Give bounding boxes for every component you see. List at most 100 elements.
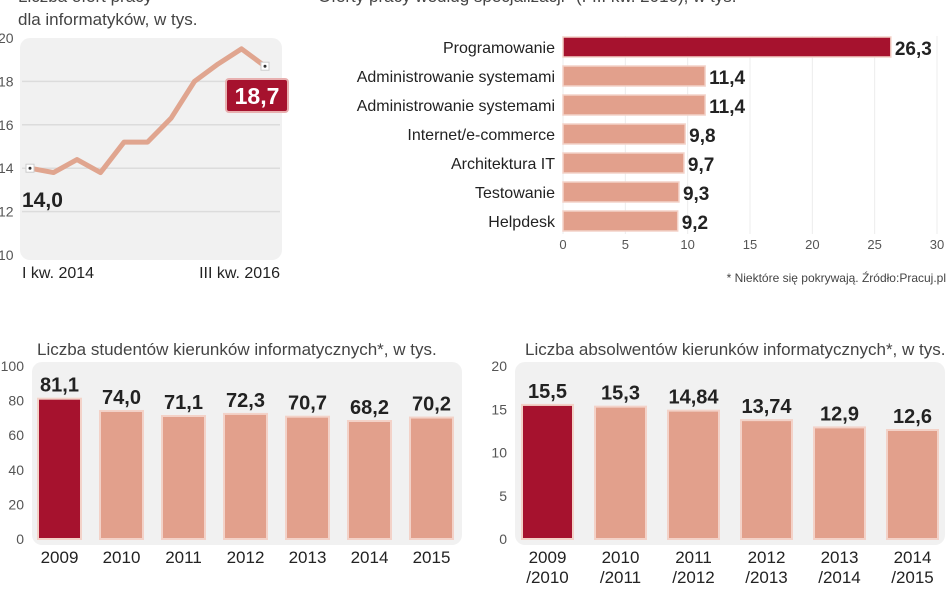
- value-label: 71,1: [164, 392, 203, 414]
- bar: [594, 405, 647, 540]
- value-label: 9,3: [683, 184, 709, 205]
- value-label: 68,2: [350, 397, 389, 419]
- bar: [562, 94, 706, 116]
- value-label: 11,4: [709, 97, 745, 118]
- bar: [562, 152, 685, 174]
- category-label: 2015: [413, 548, 451, 567]
- y-tick-label: 20: [8, 496, 24, 512]
- category-label: 2011: [165, 548, 202, 567]
- bar-panel: [515, 362, 945, 545]
- value-label: 12,9: [820, 403, 859, 425]
- x-tick-label: 15: [743, 237, 757, 252]
- line-series: [29, 46, 267, 176]
- bar-chart-title: Liczba studentów kierunków informatyczny…: [37, 340, 437, 359]
- y-tick-label: 15: [491, 401, 507, 417]
- y-tick-label: 14: [0, 160, 14, 176]
- x-tick-label: I kw. 2014: [22, 265, 94, 282]
- source-note: * Niektóre się pokrywają. Źródło:Pracuj.…: [727, 270, 946, 285]
- category-label: /2011: [600, 568, 641, 587]
- y-tick-label: 100: [1, 358, 25, 374]
- y-tick-label: 80: [8, 393, 24, 409]
- bar: [37, 397, 82, 540]
- y-tick-label: 0: [499, 531, 507, 547]
- line-panel: [20, 38, 282, 260]
- x-tick-label: 20: [805, 237, 819, 252]
- category-label: 2014: [894, 548, 932, 567]
- category-label: Testowanie: [475, 185, 555, 202]
- value-label: 70,7: [288, 393, 327, 415]
- y-tick-label: 40: [8, 462, 24, 478]
- y-tick-label: 60: [8, 427, 24, 443]
- category-label: 2009: [41, 548, 79, 567]
- category-label: 2011: [675, 548, 712, 567]
- bar: [562, 36, 892, 58]
- category-label: /2010: [526, 568, 569, 587]
- bar: [409, 416, 454, 540]
- category-label: Internet/e-commerce: [407, 127, 555, 144]
- bar: [562, 65, 706, 87]
- bar: [285, 415, 330, 540]
- bar: [667, 409, 720, 540]
- value-label: 9,2: [682, 213, 708, 234]
- bar: [161, 414, 206, 541]
- x-tick-label: 5: [622, 237, 629, 252]
- x-tick-label: 0: [559, 237, 566, 252]
- value-label: 26,3: [895, 39, 932, 60]
- value-label: 72,3: [226, 390, 265, 412]
- value-label: 9,8: [689, 126, 715, 147]
- y-tick-label: 16: [0, 117, 14, 133]
- x-tick-label: 10: [680, 237, 694, 252]
- category-label: 2014: [351, 548, 389, 567]
- category-label: Helpdesk: [488, 214, 556, 231]
- category-label: 2010: [103, 548, 141, 567]
- category-label: Programowanie: [443, 40, 555, 57]
- value-label: 81,1: [40, 375, 79, 397]
- bar: [562, 181, 680, 203]
- bar-chart-title: Liczba absolwentów kierunków informatycz…: [525, 340, 945, 359]
- y-tick-label: 20: [0, 30, 14, 46]
- bar: [813, 426, 866, 541]
- category-label: Administrowanie systemami: [357, 98, 555, 115]
- x-tick-label: III kw. 2016: [199, 265, 280, 282]
- value-label: 74,0: [102, 387, 141, 409]
- hbar-title: Oferty pracy według specjalizacji* (I-II…: [318, 0, 737, 6]
- category-label: 2013: [821, 548, 859, 567]
- value-label: 13,74: [741, 396, 792, 418]
- value-label: 14,84: [668, 387, 719, 409]
- category-label: /2014: [818, 568, 861, 587]
- y-tick-label: 10: [491, 445, 507, 461]
- value-label: 11,4: [709, 68, 745, 89]
- category-label: 2012: [227, 548, 265, 567]
- category-label: Administrowanie systemami: [357, 69, 555, 86]
- data-point: [28, 166, 32, 170]
- category-label: 2010: [602, 548, 640, 567]
- y-tick-label: 18: [0, 73, 14, 89]
- y-tick-label: 12: [0, 204, 14, 220]
- y-tick-label: 0: [16, 531, 24, 547]
- bar: [99, 409, 144, 541]
- value-label: 12,6: [893, 406, 932, 428]
- line-title-2: dla informatyków, w tys.: [18, 10, 198, 29]
- bar: [562, 210, 679, 232]
- bar: [562, 123, 686, 145]
- value-label: 9,7: [688, 155, 714, 176]
- data-point: [263, 64, 267, 68]
- category-label: 2009: [529, 548, 567, 567]
- first-value-label: 14,0: [22, 189, 63, 212]
- bar: [740, 419, 793, 540]
- category-label: /2015: [891, 568, 934, 587]
- last-value-label: 18,7: [235, 83, 280, 109]
- bar: [521, 403, 574, 540]
- line-title-1: Liczba ofert pracy: [18, 0, 153, 6]
- category-label: 2012: [748, 548, 786, 567]
- y-tick-label: 10: [0, 247, 14, 263]
- bar: [223, 412, 268, 540]
- value-label: 15,5: [528, 381, 567, 403]
- category-label: /2013: [745, 568, 788, 587]
- value-label: 15,3: [601, 383, 640, 405]
- value-label: 70,2: [412, 394, 451, 416]
- last-value-badge: [225, 78, 289, 113]
- bar: [886, 429, 939, 541]
- category-label: /2012: [672, 568, 715, 587]
